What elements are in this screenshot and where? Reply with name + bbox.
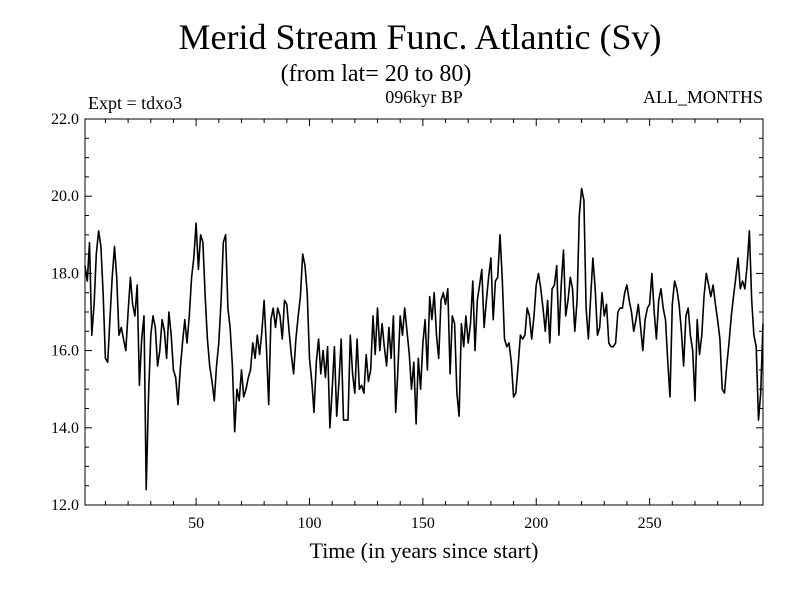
x-tick-label: 50 bbox=[188, 515, 204, 532]
axes: 12.0 14.0 16.0 18.0 20.0 22.0 50 100 150 200 250 bbox=[51, 111, 764, 532]
x-tick-label: 100 bbox=[297, 515, 321, 532]
y-tick-label: 22.0 bbox=[51, 111, 79, 128]
months-label: ALL_MONTHS bbox=[643, 87, 763, 107]
y-tick-label: 12.0 bbox=[51, 497, 79, 514]
period-label: 096kyr BP bbox=[385, 87, 463, 107]
plot-frame bbox=[84, 118, 764, 506]
y-tick-label: 14.0 bbox=[51, 420, 79, 437]
y-tick-label: 18.0 bbox=[51, 265, 79, 282]
x-axis-label: Time (in years since start) bbox=[310, 538, 539, 563]
series-layer bbox=[84, 187, 764, 491]
y-tick-label: 16.0 bbox=[51, 343, 79, 360]
x-tick-label: 150 bbox=[411, 515, 435, 532]
experiment-label: Expt = tdxo3 bbox=[88, 93, 182, 113]
x-tick-label: 200 bbox=[524, 515, 548, 532]
series-line bbox=[84, 187, 764, 491]
y-tick-label: 20.0 bbox=[51, 188, 79, 205]
chart-title: Merid Stream Func. Atlantic (Sv) bbox=[179, 17, 662, 57]
x-tick-label: 250 bbox=[638, 515, 662, 532]
chart-subtitle: (from lat= 20 to 80) bbox=[281, 61, 472, 87]
